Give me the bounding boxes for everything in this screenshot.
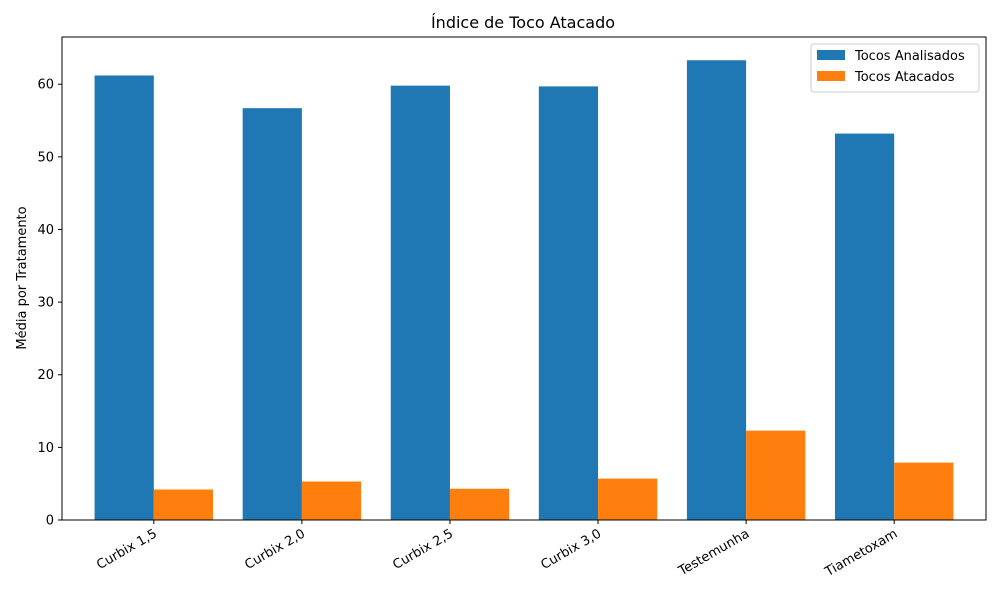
y-axis: 0 10 20 30 40 50 60 [37, 78, 62, 529]
y-tick-label: 0 [46, 514, 54, 529]
x-tick-label: Curbix 2,5 [390, 526, 456, 573]
bar-atacados-5 [894, 462, 954, 520]
bar-atacados-4 [746, 430, 806, 520]
bar-analisados-0 [94, 75, 154, 520]
bars-group [94, 60, 954, 521]
y-tick-label: 30 [37, 296, 54, 311]
bar-atacados-1 [301, 481, 362, 520]
x-axis: Curbix 1,5 Curbix 2,0 Curbix 2,5 Curbix 3,0… [94, 520, 900, 580]
x-tick-label: Curbix 2,0 [242, 526, 308, 573]
y-axis-label: Média por Tratamento [15, 206, 30, 349]
x-tick-label: Curbix 1,5 [94, 526, 160, 573]
bar-analisados-4 [686, 60, 747, 521]
bar-atacados-0 [153, 489, 214, 520]
bar-analisados-2 [390, 85, 450, 521]
legend-label-1: Tocos Atacados [854, 70, 955, 85]
bar-analisados-1 [242, 108, 302, 520]
chart-title: Índice de Toco Atacado [431, 13, 615, 32]
legend-swatch-0 [817, 50, 845, 60]
y-tick-label: 50 [37, 150, 54, 165]
y-tick-label: 10 [37, 441, 54, 456]
legend-label-0: Tocos Analisados [854, 49, 965, 64]
bar-atacados-3 [598, 478, 658, 520]
bar-analisados-3 [538, 86, 599, 521]
bar-atacados-2 [449, 488, 510, 520]
y-tick-label: 60 [37, 78, 54, 93]
bar-analisados-5 [834, 133, 895, 520]
x-tick-label: Tiametoxam [822, 526, 900, 580]
plot-frame [61, 36, 987, 521]
y-tick-label: 20 [37, 368, 54, 383]
legend-swatch-1 [817, 71, 845, 81]
x-tick-label: Curbix 3,0 [538, 526, 604, 573]
y-tick-label: 40 [37, 223, 54, 238]
x-tick-label: Testemunha [675, 526, 752, 579]
legend: Tocos Analisados Tocos Atacados [810, 43, 980, 93]
legend-box [810, 43, 980, 93]
